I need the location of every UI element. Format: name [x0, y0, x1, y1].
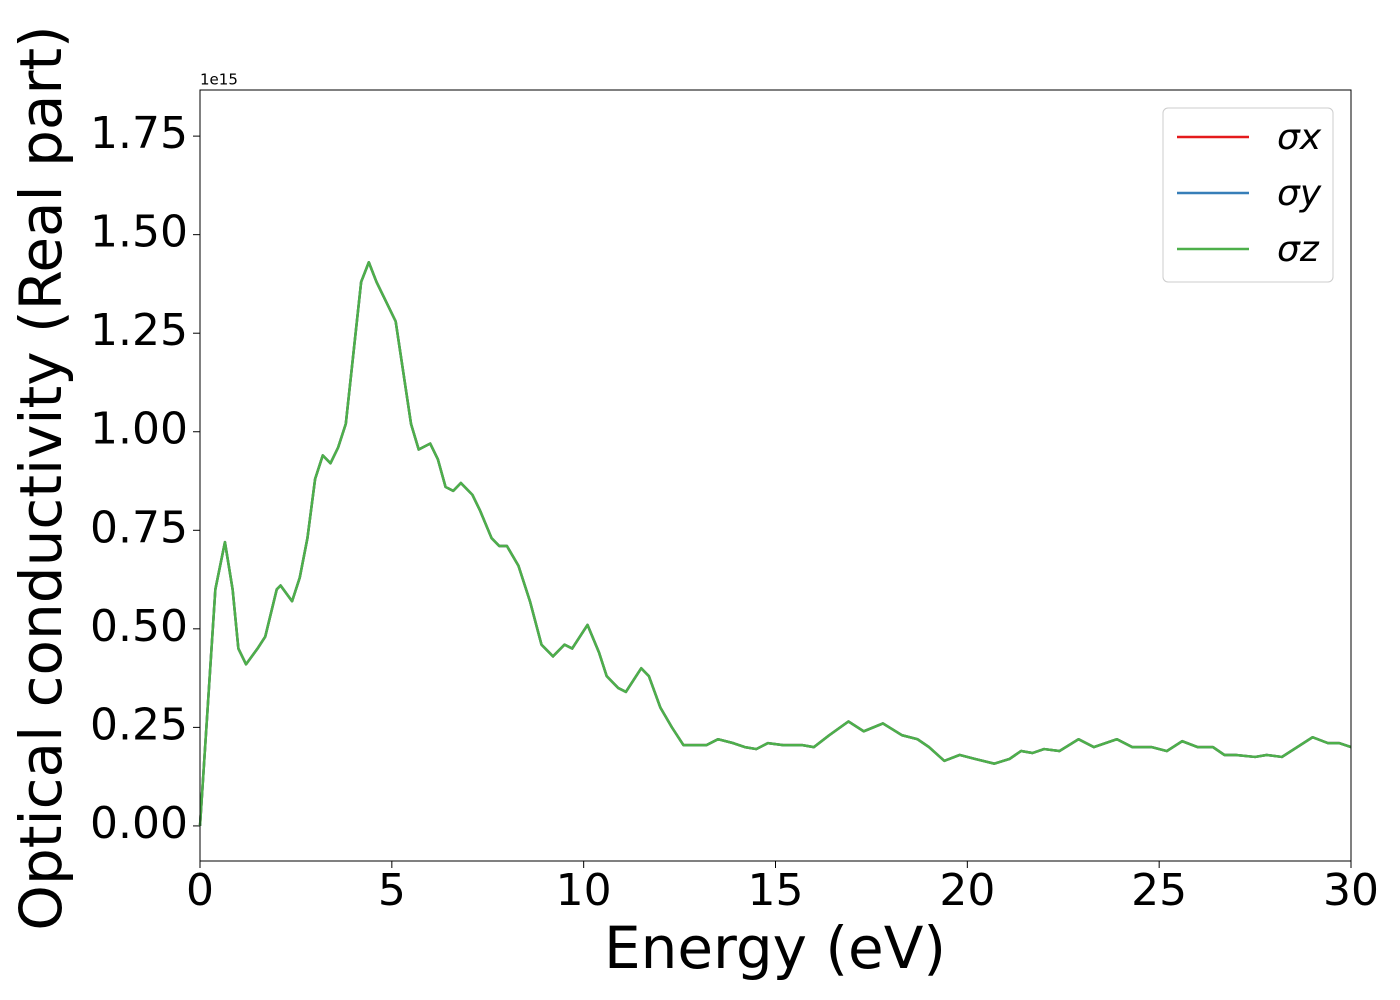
- y-tick-label: 0.00: [90, 798, 188, 849]
- legend-label: σz: [1277, 229, 1320, 270]
- x-tick-label: 25: [1131, 865, 1187, 916]
- y-axis-label: Optical conductivity (Real part): [7, 25, 75, 930]
- x-tick-label: 10: [556, 865, 612, 916]
- y-tick-label: 0.50: [90, 601, 188, 652]
- plot-frame: [199, 89, 1352, 862]
- x-axis-label: Energy (eV): [604, 914, 946, 982]
- x-tick-label: 15: [748, 865, 804, 916]
- x-tick-label: 5: [378, 865, 406, 916]
- y-tick-label: 0.75: [90, 502, 188, 553]
- series-line: [198, 261, 1352, 826]
- legend-label: σy: [1277, 173, 1322, 214]
- y-tick-label: 1.25: [90, 305, 188, 356]
- x-tick-label: 20: [939, 865, 995, 916]
- y-tick-label: 0.25: [90, 699, 188, 750]
- legend-label: σx: [1277, 117, 1322, 158]
- y-tick-label: 1.50: [90, 207, 188, 258]
- x-tick-label: 30: [1323, 865, 1379, 916]
- legend-box: [1162, 107, 1334, 283]
- x-tick-label: 0: [186, 865, 214, 916]
- offset-label: 1e15: [200, 71, 238, 89]
- y-tick-label: 1.75: [90, 108, 188, 159]
- y-tick-label: 1.00: [90, 404, 188, 455]
